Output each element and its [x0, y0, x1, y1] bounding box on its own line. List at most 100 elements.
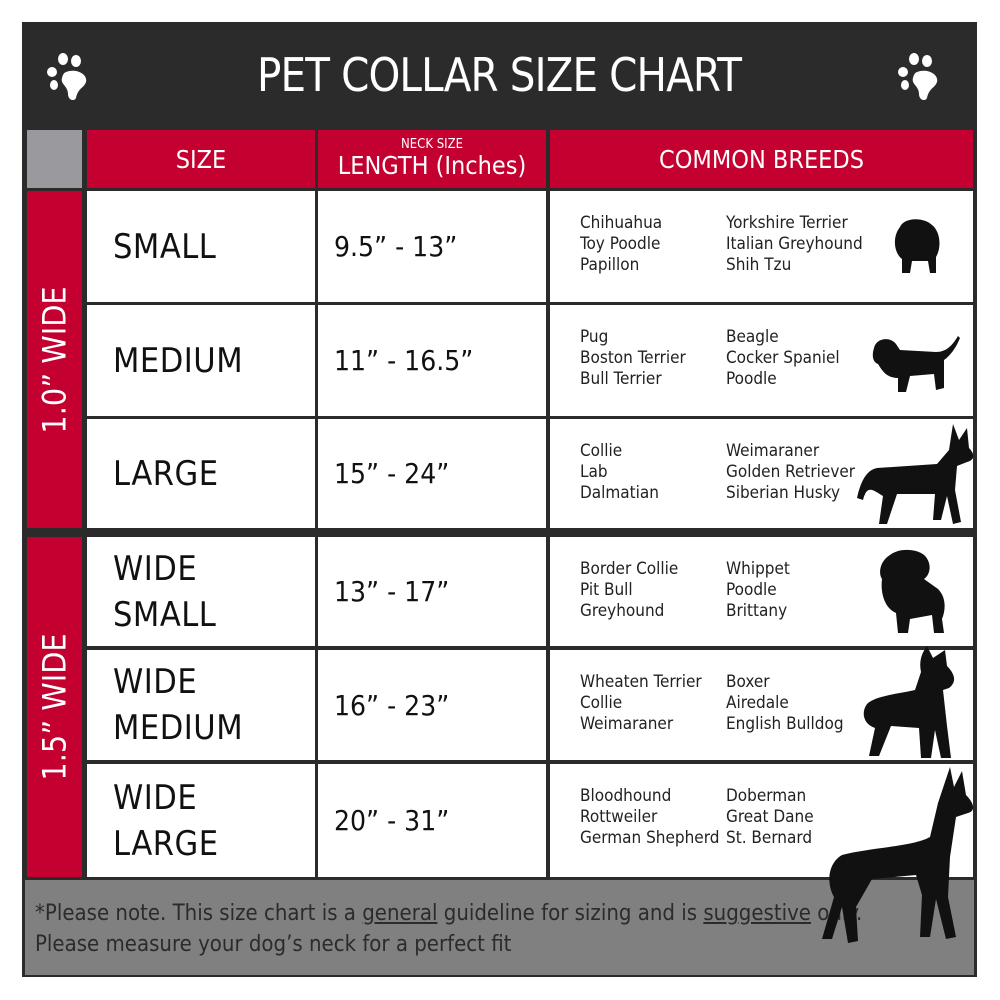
note-emphasis: general	[362, 901, 438, 926]
breed-name: Bull Terrier	[580, 369, 662, 389]
length-cell: 9.5” - 13”	[318, 191, 546, 302]
breeds-cell: Wheaten Terrier Collie Weimaraner Boxer Aire…	[550, 650, 973, 760]
breed-name: Siberian Husky	[726, 483, 841, 503]
breed-name: Collie	[580, 441, 623, 461]
breed-name: Bloodhound	[580, 786, 672, 806]
doberman-silhouette-icon	[822, 767, 974, 943]
size-cell: WIDE SMALL	[87, 537, 315, 646]
breed-name: Brittany	[726, 601, 788, 621]
breed-list: Doberman Great Dane St. Bernard	[726, 786, 814, 849]
size-cell: WIDE MEDIUM	[87, 650, 315, 760]
breed-name: Rottweiler	[580, 807, 658, 827]
breed-list: Collie Lab Dalmatian	[580, 441, 659, 504]
pit-bull-silhouette-icon	[863, 646, 955, 758]
note-text: Please measure your dog’s neck for a per…	[35, 932, 512, 957]
size-cell: WIDE LARGE	[87, 764, 315, 877]
breed-name: Weimaraner	[726, 441, 820, 461]
breed-name: Wheaten Terrier	[580, 672, 702, 692]
length-value: 20” - 31”	[334, 804, 450, 837]
column-header-size: SIZE	[87, 130, 315, 188]
breed-name: Boxer	[726, 672, 770, 692]
size-cell: LARGE	[87, 419, 315, 528]
breed-name: Boston Terrier	[580, 348, 686, 368]
size-label-line: WIDE	[113, 662, 198, 702]
breed-name: German Shepherd	[580, 828, 720, 848]
breed-name: Poodle	[726, 580, 777, 600]
length-value: 16” - 23”	[334, 688, 450, 722]
breed-name: Great Dane	[726, 807, 814, 827]
header-label: LENGTH (Inches)	[337, 151, 527, 180]
paw-print-icon	[47, 53, 87, 100]
bulldog-silhouette-icon	[880, 549, 945, 633]
large-dog-silhouette-icon	[857, 424, 974, 524]
size-label: MEDIUM	[113, 340, 244, 381]
size-chart: PET COLLAR SIZE CHART SIZE NECK SIZE LEN…	[22, 22, 977, 977]
beagle-silhouette-icon	[872, 336, 960, 392]
chart-header: PET COLLAR SIZE CHART	[22, 22, 977, 128]
group-label: 1.5” WIDE	[35, 633, 74, 781]
breed-name: Pug	[580, 327, 609, 347]
breeds-cell: Chihuahua Toy Poodle Papillon Yorkshire Ter…	[550, 191, 973, 302]
size-cell: SMALL	[87, 191, 315, 302]
breed-name: Lab	[580, 462, 608, 482]
breed-name: Pit Bull	[580, 580, 633, 600]
breed-list: Chihuahua Toy Poodle Papillon	[580, 213, 662, 276]
length-cell: 20” - 31”	[318, 764, 546, 877]
header-label: COMMON BREEDS	[659, 144, 864, 174]
column-header-breeds: COMMON BREEDS	[550, 130, 973, 188]
breed-name: Chihuahua	[580, 213, 663, 233]
group-label-1-5in: 1.5” WIDE	[27, 537, 82, 877]
size-label-line: SMALL	[113, 594, 217, 635]
note-text: guideline for sizing and is	[437, 901, 704, 926]
length-value: 15” - 24”	[334, 457, 450, 490]
header-sublabel: NECK SIZE	[401, 137, 463, 152]
breed-list: Beagle Cocker Spaniel Poodle	[726, 327, 840, 390]
length-cell: 11” - 16.5”	[318, 305, 546, 416]
size-cell: MEDIUM	[87, 305, 315, 416]
size-label-line: MEDIUM	[113, 708, 244, 748]
footer-note: *Please note. This size chart is a gener…	[25, 880, 974, 975]
breed-name: St. Bernard	[726, 828, 813, 848]
length-value: 9.5” - 13”	[334, 230, 458, 263]
breed-name: Cocker Spaniel	[726, 348, 840, 368]
breed-name: Collie	[580, 693, 623, 713]
length-value: 11” - 16.5”	[334, 344, 474, 377]
breed-name: Poodle	[726, 369, 777, 389]
breed-list: Pug Boston Terrier Bull Terrier	[580, 327, 686, 390]
corner-cell	[27, 130, 82, 188]
breed-name: Airedale	[726, 693, 789, 713]
paw-print-icon	[898, 53, 938, 100]
breed-list: Boxer Airedale English Bulldog	[726, 672, 844, 735]
breed-name: English Bulldog	[726, 714, 844, 734]
breed-list: Whippet Poodle Brittany	[726, 559, 790, 622]
breed-list: Yorkshire Terrier Italian Greyhound Shih T…	[726, 213, 863, 276]
breed-list: Weimaraner Golden Retriever Siberian Husky	[726, 441, 855, 504]
size-label-line: WIDE	[113, 548, 198, 589]
small-dog-silhouette-icon	[894, 219, 940, 273]
breed-name: Golden Retriever	[726, 462, 856, 482]
breed-name: Doberman	[726, 786, 807, 806]
breed-name: Dalmatian	[580, 483, 659, 503]
breed-name: Greyhound	[580, 601, 665, 621]
group-label-1in: 1.0” WIDE	[27, 191, 82, 528]
breed-list: Bloodhound Rottweiler German Shepherd	[580, 786, 719, 849]
breed-name: Yorkshire Terrier	[726, 213, 848, 233]
breed-name: Whippet	[726, 559, 790, 579]
length-cell: 16” - 23”	[318, 650, 546, 760]
size-label: LARGE	[113, 453, 219, 494]
breed-name: Papillon	[580, 255, 640, 275]
breed-name: Border Collie	[580, 559, 679, 579]
length-cell: 15” - 24”	[318, 419, 546, 528]
note-emphasis: suggestive	[703, 901, 811, 926]
group-label: 1.0” WIDE	[35, 285, 74, 434]
breed-list: Wheaten Terrier Collie Weimaraner	[580, 672, 702, 735]
breed-list: Border Collie Pit Bull Greyhound	[580, 559, 678, 622]
column-header-length: NECK SIZE LENGTH (Inches)	[318, 130, 546, 188]
page-title: PET COLLAR SIZE CHART	[257, 48, 742, 102]
size-label: SMALL	[113, 226, 217, 267]
breed-name: Beagle	[726, 327, 779, 347]
breed-name: Weimaraner	[580, 714, 674, 734]
header-label: SIZE	[175, 144, 227, 174]
length-cell: 13” - 17”	[318, 537, 546, 646]
size-label-line: LARGE	[113, 823, 219, 864]
